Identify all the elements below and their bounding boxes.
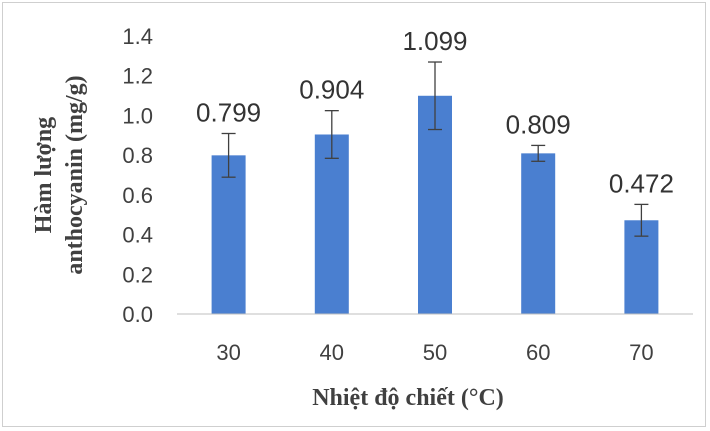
x-tick-label: 50 xyxy=(423,340,447,365)
bar xyxy=(521,153,556,314)
y-tick-label: 0.2 xyxy=(122,262,153,287)
y-tick-label: 0.6 xyxy=(122,183,153,208)
y-axis-title-line-2: anthocyanin (mg/g) xyxy=(62,75,88,274)
data-label: 0.799 xyxy=(196,97,261,127)
data-label: 0.809 xyxy=(506,109,571,139)
x-tick-label: 40 xyxy=(320,340,344,365)
bar xyxy=(211,155,246,314)
y-tick-label: 1.4 xyxy=(122,24,153,49)
x-axis-title: Nhiệt độ chiết (°C) xyxy=(312,385,504,411)
bar xyxy=(418,95,452,315)
error-bars xyxy=(221,61,649,237)
x-axis-ticks: 30 40 50 60 70 xyxy=(216,340,653,365)
y-axis-ticks: 0.0 0.2 0.4 0.6 0.8 1.0 1.2 1.4 xyxy=(122,24,153,327)
y-tick-label: 1.2 xyxy=(122,64,153,89)
y-tick-label: 0.8 xyxy=(122,143,153,168)
data-label: 0.472 xyxy=(609,168,674,198)
x-tick-label: 70 xyxy=(629,340,653,365)
x-tick-label: 30 xyxy=(216,340,240,365)
bar xyxy=(314,134,349,314)
y-axis-title-line-1: Hàm lượng xyxy=(31,117,57,233)
x-tick-label: 60 xyxy=(526,340,550,365)
data-labels: 0.799 0.904 1.099 0.809 0.472 xyxy=(196,26,674,198)
y-tick-label: 0.0 xyxy=(122,302,153,327)
data-label: 0.904 xyxy=(299,75,364,105)
chart-frame xyxy=(2,2,706,427)
y-tick-label: 1.0 xyxy=(122,103,153,128)
data-label: 1.099 xyxy=(402,26,467,56)
y-tick-label: 0.4 xyxy=(122,223,153,248)
